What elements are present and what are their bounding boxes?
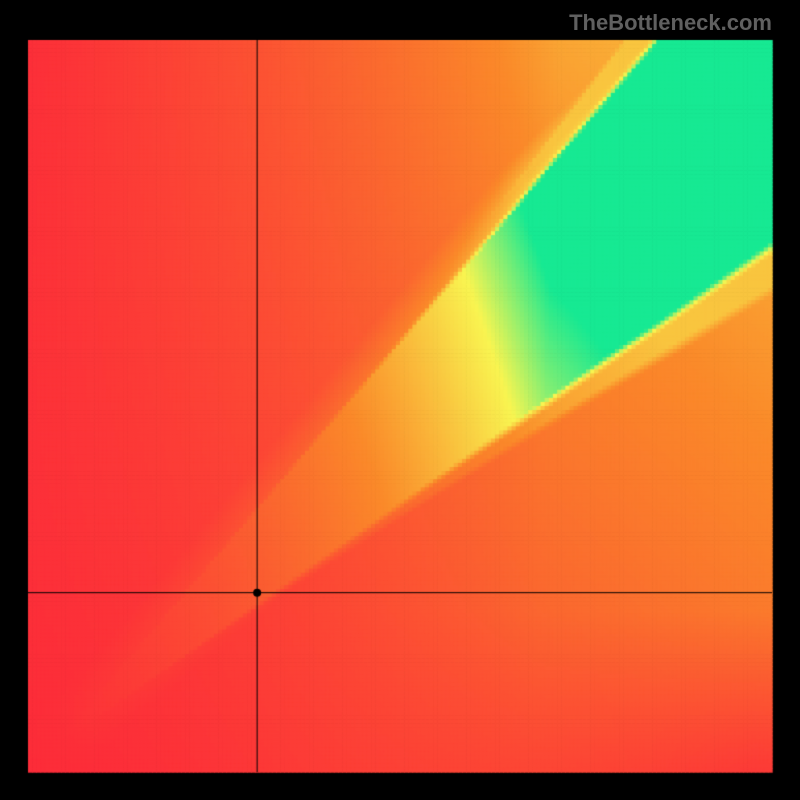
watermark-text: TheBottleneck.com bbox=[569, 10, 772, 36]
bottleneck-heatmap bbox=[0, 0, 800, 800]
chart-container: TheBottleneck.com bbox=[0, 0, 800, 800]
